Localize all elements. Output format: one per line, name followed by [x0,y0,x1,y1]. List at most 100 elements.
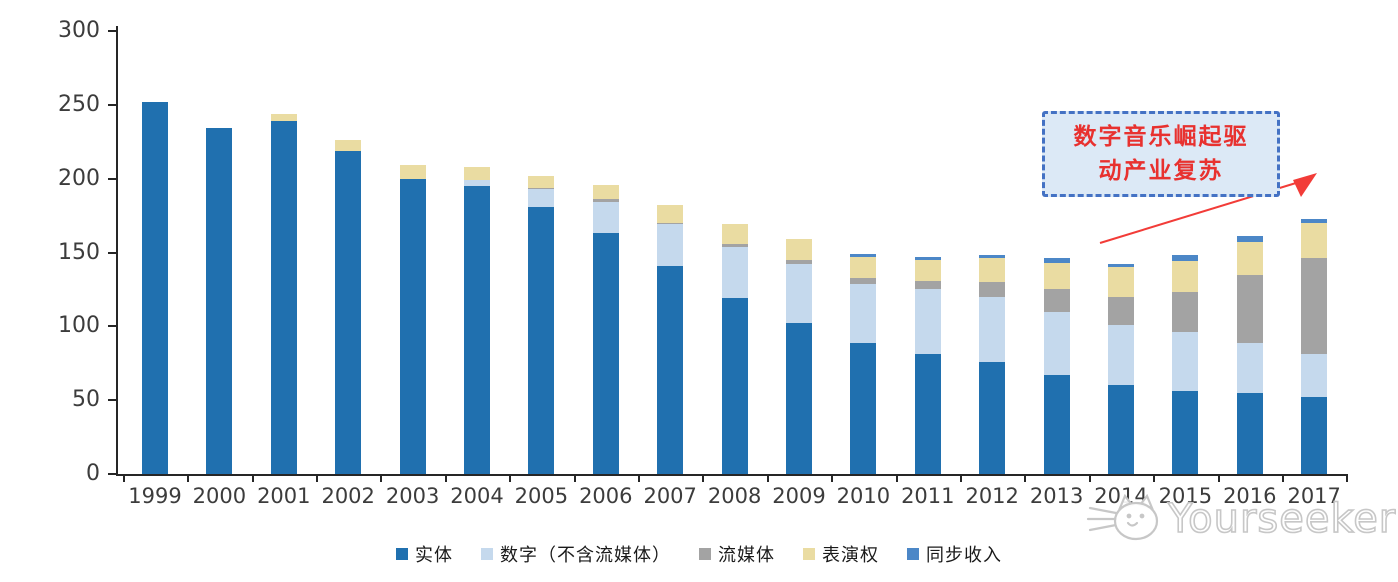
bar-segment-2009 [786,323,812,474]
bar-segment-1999 [142,101,168,474]
legend-label: 数字（不含流媒体） [500,545,671,566]
x-axis-tick [509,476,512,482]
bar-segment-2013 [1043,311,1070,376]
x-axis-tick [380,476,383,482]
y-axis-tick [108,103,116,106]
bar-segment-2007 [657,205,684,223]
bar-segment-2015 [1172,261,1199,293]
y-axis-line [116,26,118,476]
bar-segment-2004 [464,186,490,474]
legend-item: 表演权 [803,541,879,567]
bar-segment-2005 [528,189,555,207]
x-axis-label: 2012 [965,484,1019,508]
bar-segment-2015 [1172,391,1199,474]
x-axis-label: 2004 [450,484,504,508]
x-axis-label: 2005 [514,484,569,508]
bar-segment-2015 [1172,255,1199,262]
bar-segment-2005 [528,187,555,189]
bar-segment-2011 [914,256,941,260]
x-axis-label: 2006 [579,484,633,508]
y-axis-tick-label: 300 [58,18,100,43]
x-axis-tick [1024,476,1027,482]
bar-segment-2014 [1108,267,1134,297]
x-axis-tick [702,476,705,482]
bar-segment-2011 [914,354,941,474]
bar-segment-2008 [721,298,748,474]
bar-segment-2015 [1172,292,1199,333]
bar-segment-2011 [914,289,941,355]
legend-swatch [907,548,919,560]
bar-segment-2007 [657,222,684,225]
bar-segment-2016 [1236,242,1263,275]
y-axis-tick [108,30,116,32]
bar-segment-2006 [592,233,619,474]
x-axis-tick [1282,476,1284,482]
y-axis-tick-label: 100 [58,313,100,339]
bar-segment-2002 [335,140,362,151]
x-axis-label: 2013 [1029,484,1084,508]
arrow-head [1293,173,1317,197]
bar-segment-2013 [1043,258,1070,263]
bar-segment-2009 [786,239,812,260]
annotation-line2: 动产业复苏 [1098,158,1224,184]
x-axis-label: 2015 [1158,484,1213,508]
cat-icon [1086,494,1159,541]
x-axis-label: 2002 [321,484,375,508]
x-axis-tick [444,476,447,482]
legend-label: 表演权 [822,545,879,566]
x-axis-tick [316,476,318,482]
legend-label: 同步收入 [926,545,1002,566]
y-axis-tick-label: 250 [58,91,100,117]
bar-segment-2001 [270,121,297,474]
bar-segment-2014 [1108,324,1134,386]
bar-segment-2015 [1172,332,1199,392]
legend-item: 同步收入 [907,541,1002,567]
legend-swatch [481,548,493,560]
x-axis-label: 2016 [1223,484,1277,508]
annotation-line1: 数字音乐崛起驱 [1073,124,1249,150]
x-axis-tick [831,476,834,482]
bar-segment-2010 [850,283,877,343]
bar-segment-2014 [1108,296,1134,325]
bar-segment-2000 [206,128,233,474]
bar-segment-2011 [914,259,941,281]
bar-segment-2005 [528,175,555,188]
y-axis-tick-label: 200 [58,165,100,191]
x-axis-label: 2007 [643,484,697,508]
x-axis-label: 2011 [901,484,955,508]
y-axis-tick [108,399,116,402]
watermark-text: Yourseeker [1167,495,1397,543]
watermark: Yourseeker [1086,494,1396,544]
bar-segment-2014 [1108,385,1134,474]
bar-segment-2017 [1301,354,1328,398]
bar-segment-2017 [1301,258,1328,355]
bar-segment-2003 [399,178,426,474]
bar-segment-2008 [721,246,748,299]
x-axis-line [116,474,1348,476]
x-axis-tick [251,476,254,482]
legend-item: 数字（不含流媒体） [481,541,671,567]
bar-segment-2012 [979,361,1006,474]
bar-segment-2009 [786,264,812,324]
legend-swatch [803,548,815,560]
legend: 实体 数字（不含流媒体） 流媒体 表演权 同步收入 [0,540,1398,568]
bar-segment-2009 [786,259,812,265]
bar-segment-2002 [335,150,362,474]
bar-segment-2017 [1301,397,1328,474]
x-axis-label: 2010 [836,484,891,508]
legend-label: 实体 [415,545,453,566]
bar-segment-2006 [592,199,619,203]
legend-item: 流媒体 [699,541,775,567]
x-axis-tick [960,476,962,482]
bar-segment-2007 [657,265,684,474]
bar-segment-2004 [464,180,490,187]
x-axis-label: 1999 [128,484,182,508]
bar-segment-2003 [399,165,426,179]
x-axis-tick [895,476,898,482]
x-axis-tick [1153,476,1156,482]
x-axis-tick [1088,476,1091,482]
bar-segment-2014 [1108,264,1134,268]
bar-segment-2006 [592,184,619,200]
bar-segment-2017 [1301,222,1328,259]
bar-segment-2012 [979,255,1006,259]
